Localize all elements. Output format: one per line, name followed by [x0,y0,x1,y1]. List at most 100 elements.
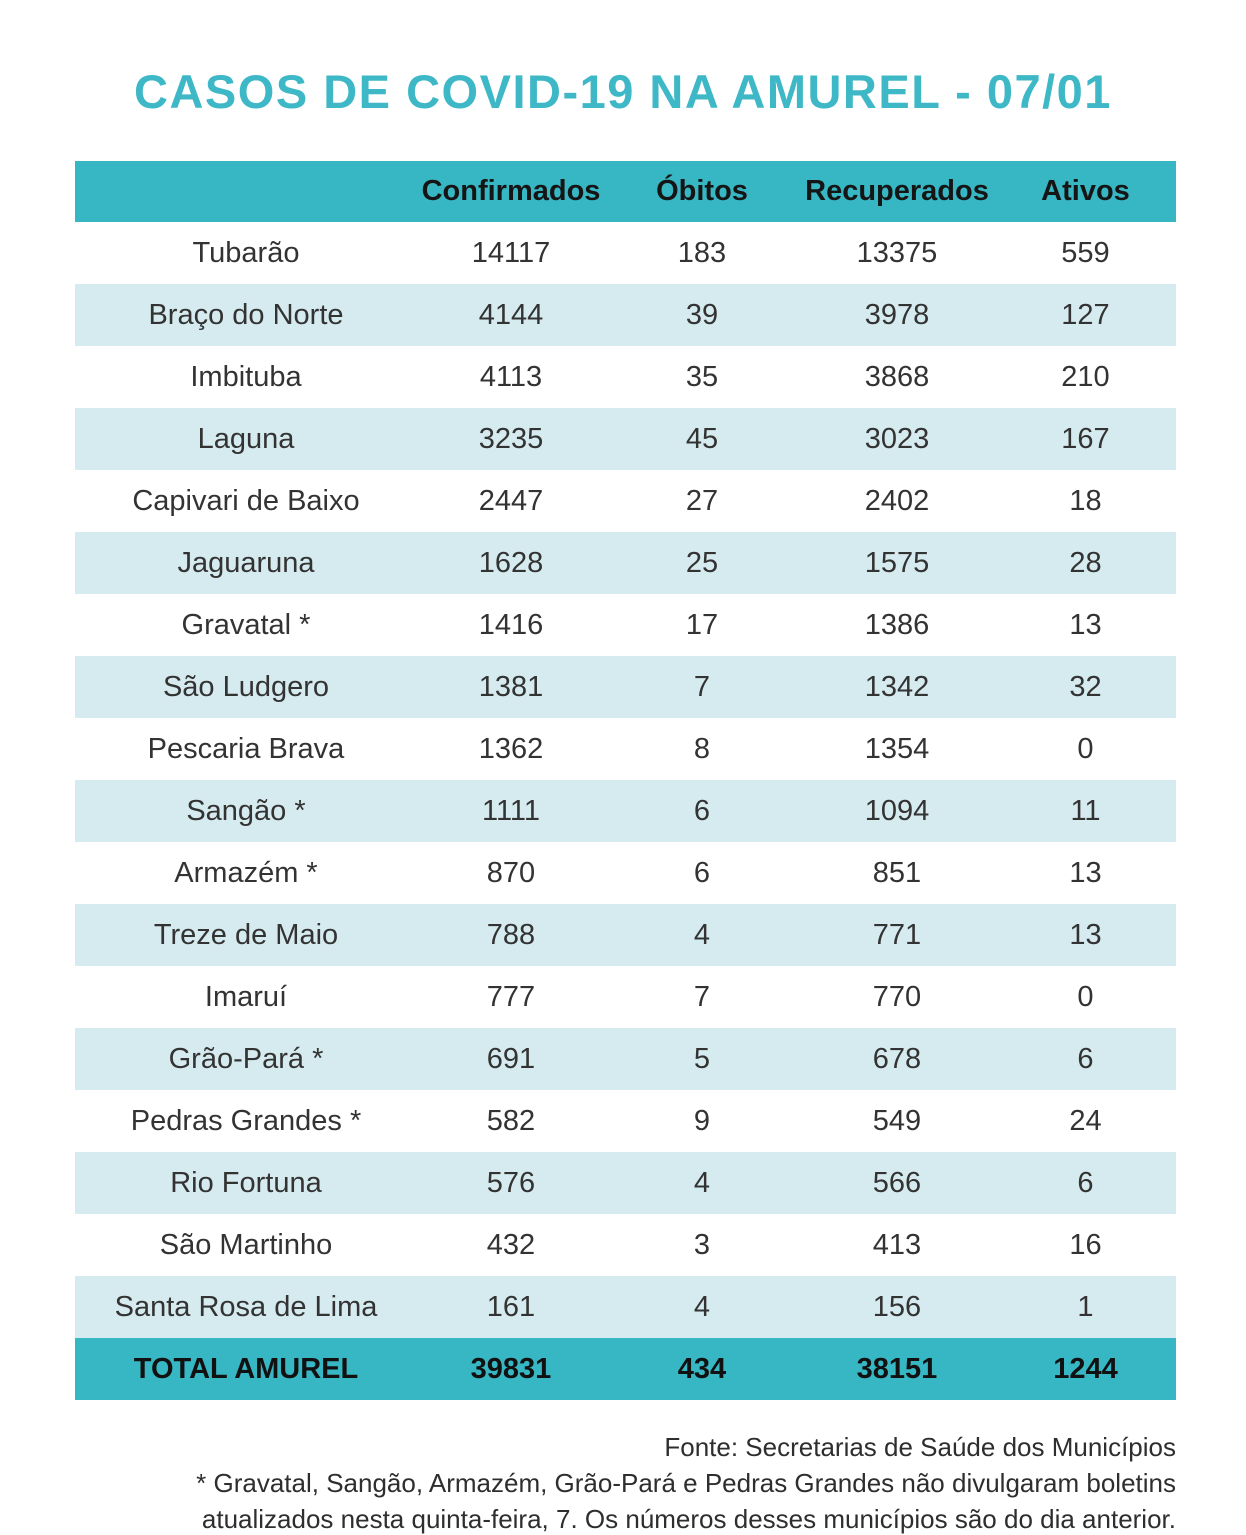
table-row: Laguna 3235 45 3023 167 [75,408,1176,470]
total-ativos: 1244 [1053,1352,1118,1385]
table-row: Sangão * 1111 6 1094 11 [75,780,1176,842]
total-recuperados: 38151 [856,1352,938,1385]
total-obitos: 434 [677,1352,727,1385]
obitos-value: 5 [693,1042,711,1075]
table-row: São Ludgero 1381 7 1342 32 [75,656,1176,718]
table-row: Imaruí 777 7 770 0 [75,966,1176,1028]
table-row: Braço do Norte 4144 39 3978 127 [75,284,1176,346]
confirmados-value: 576 [486,1166,536,1199]
column-header-ativos: Ativos [1041,175,1130,207]
obitos-value: 8 [693,732,711,765]
ativos-value: 18 [1069,484,1102,517]
column-header-recuperados: Recuperados [805,175,989,207]
ativos-value: 32 [1069,670,1102,703]
municipality-name: Imbituba [190,360,302,393]
table-row: Imbituba 4113 35 3868 210 [75,346,1176,408]
ativos-value: 11 [1070,794,1101,827]
municipality-name: Pescaria Brava [147,732,345,765]
page-title: CASOS DE COVID-19 NA AMUREL - 07/01 [134,65,1112,118]
ativos-value: 167 [1061,422,1110,455]
obitos-value: 4 [693,1166,711,1199]
confirmados-value: 1381 [478,670,544,703]
obitos-value: 183 [677,236,727,269]
column-header-obitos: Óbitos [656,175,748,207]
table-row: Santa Rosa de Lima 161 4 156 1 [75,1276,1176,1338]
ativos-value: 559 [1061,236,1110,269]
obitos-value: 6 [693,856,711,889]
recuperados-value: 678 [872,1042,922,1075]
recuperados-value: 3868 [864,360,930,393]
ativos-value: 13 [1069,856,1102,889]
obitos-value: 4 [693,1290,711,1323]
recuperados-value: 3978 [864,298,930,331]
recuperados-value: 566 [872,1166,922,1199]
table-body: Tubarão 14117 183 13375 559 Braço do Norte 414… [75,222,1176,1338]
ativos-value: 6 [1077,1166,1094,1199]
table-row: Treze de Maio 788 4 771 13 [75,904,1176,966]
recuperados-value: 2402 [864,484,930,517]
municipality-name: São Martinho [159,1228,333,1261]
confirmados-value: 582 [486,1104,536,1137]
municipality-name: São Ludgero [162,670,330,703]
recuperados-value: 1386 [864,608,930,641]
ativos-value: 13 [1069,918,1102,951]
column-header-confirmados: Confirmados [421,175,601,207]
table-row: Rio Fortuna 576 4 566 6 [75,1152,1176,1214]
confirmados-value: 161 [486,1290,536,1323]
obitos-value: 7 [693,980,711,1013]
recuperados-value: 1575 [864,546,930,579]
ativos-value: 1 [1077,1290,1094,1323]
table-row: Grão-Pará * 691 5 678 6 [75,1028,1176,1090]
ativos-value: 13 [1069,608,1102,641]
obitos-value: 9 [693,1104,711,1137]
table-row: Jaguaruna 1628 25 1575 28 [75,532,1176,594]
ativos-value: 127 [1061,298,1110,331]
obitos-value: 45 [685,422,719,455]
municipality-name: Braço do Norte [148,298,344,331]
recuperados-value: 1342 [864,670,930,703]
table-row: Tubarão 14117 183 13375 559 [75,222,1176,284]
municipality-name: Rio Fortuna [170,1166,322,1199]
table-row: Pedras Grandes * 582 9 549 24 [75,1090,1176,1152]
obitos-value: 39 [685,298,719,331]
recuperados-value: 1354 [864,732,930,765]
source-text: Fonte: Secretarias de Saúde dos Municípi… [664,1432,1176,1462]
municipality-name: Santa Rosa de Lima [114,1290,378,1323]
ativos-value: 6 [1077,1042,1094,1075]
confirmados-value: 1628 [478,546,544,579]
ativos-value: 28 [1069,546,1102,579]
ativos-value: 210 [1061,360,1110,393]
total-label: TOTAL AMUREL [133,1352,359,1385]
confirmados-value: 2447 [478,484,544,517]
table-row: São Martinho 432 3 413 16 [75,1214,1176,1276]
confirmados-value: 1416 [478,608,544,641]
confirmados-value: 432 [486,1228,536,1261]
ativos-value: 0 [1077,732,1094,765]
table-header: Confirmados Óbitos Recuperados Ativos [75,161,1176,222]
obitos-value: 3 [693,1228,711,1261]
municipality-name: Armazém * [174,856,318,889]
obitos-value: 17 [685,608,719,641]
recuperados-value: 3023 [864,422,930,455]
confirmados-value: 870 [486,856,536,889]
table-row: Armazém * 870 6 851 13 [75,842,1176,904]
obitos-value: 25 [685,546,719,579]
recuperados-value: 771 [872,918,922,951]
footnote-line-2: atualizados nesta quinta-feira, 7. Os nú… [201,1503,1176,1534]
obitos-value: 4 [693,918,711,951]
confirmados-value: 4113 [479,360,543,393]
municipality-name: Imaruí [204,980,288,1013]
municipality-name: Jaguaruna [177,546,315,579]
confirmados-value: 788 [486,918,536,951]
municipality-name: Gravatal * [181,608,311,641]
municipality-name: Tubarão [192,236,300,269]
ativos-value: 24 [1069,1104,1102,1137]
confirmados-value: 1111 [481,794,541,827]
municipality-name: Pedras Grandes * [130,1104,362,1137]
table-row: Capivari de Baixo 2447 27 2402 18 [75,470,1176,532]
confirmados-value: 14117 [471,236,551,269]
recuperados-value: 770 [872,980,922,1013]
total-confirmados: 39831 [470,1352,552,1385]
obitos-value: 27 [685,484,719,517]
